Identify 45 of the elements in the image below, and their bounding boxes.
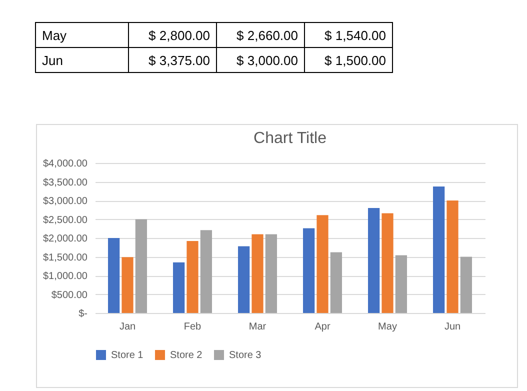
legend-label: Store 1 [111,350,144,361]
bar [108,238,120,313]
legend-label: Store 2 [170,350,203,361]
bar [200,230,212,313]
text: May [36,22,128,48]
y-tick-label: $2,000.00 [43,234,88,244]
y-tick-label: $1,500.00 [43,252,88,264]
legend-label: Store 3 [229,350,262,361]
bar [330,252,342,313]
y-tick-label: $3,500.00 [43,177,88,188]
bar [122,257,134,313]
bar [173,262,185,313]
text: $ 2,800.00 [128,22,216,48]
bar [252,234,264,313]
bar [446,200,458,313]
y-tick-label: $3,000.00 [43,196,88,207]
text: $ 2,660.00 [216,22,304,48]
x-tick-label: Jun [444,322,461,332]
text: $ 3,375.00 [128,48,216,72]
bar [316,215,328,313]
text: $ 1,500.00 [304,48,392,72]
bar [433,186,445,313]
y-tick-label: $500.00 [51,290,88,301]
text: $ 1,540.00 [304,22,392,48]
bar [186,241,198,313]
text: Jun [36,48,128,72]
text: $ 3,000.00 [216,48,304,72]
y-tick-label: $1,000.00 [43,271,88,282]
bar [238,246,250,313]
bar [135,219,147,313]
x-tick-label: Feb [184,322,202,332]
bar [382,213,394,313]
x-tick-label: Apr [314,322,331,332]
bar [460,256,472,313]
y-tick-label: $- [78,308,88,320]
bar [303,228,315,313]
bar [395,255,407,313]
x-tick-label: May [378,322,397,332]
bar [368,208,380,313]
y-tick-label: $2,500.00 [43,214,88,226]
chart-title: Chart Title [254,130,327,147]
y-tick-label: $4,000.00 [43,158,88,170]
x-tick-label: Jan [119,322,136,332]
x-tick-label: Mar [248,322,267,332]
bar [265,234,277,313]
